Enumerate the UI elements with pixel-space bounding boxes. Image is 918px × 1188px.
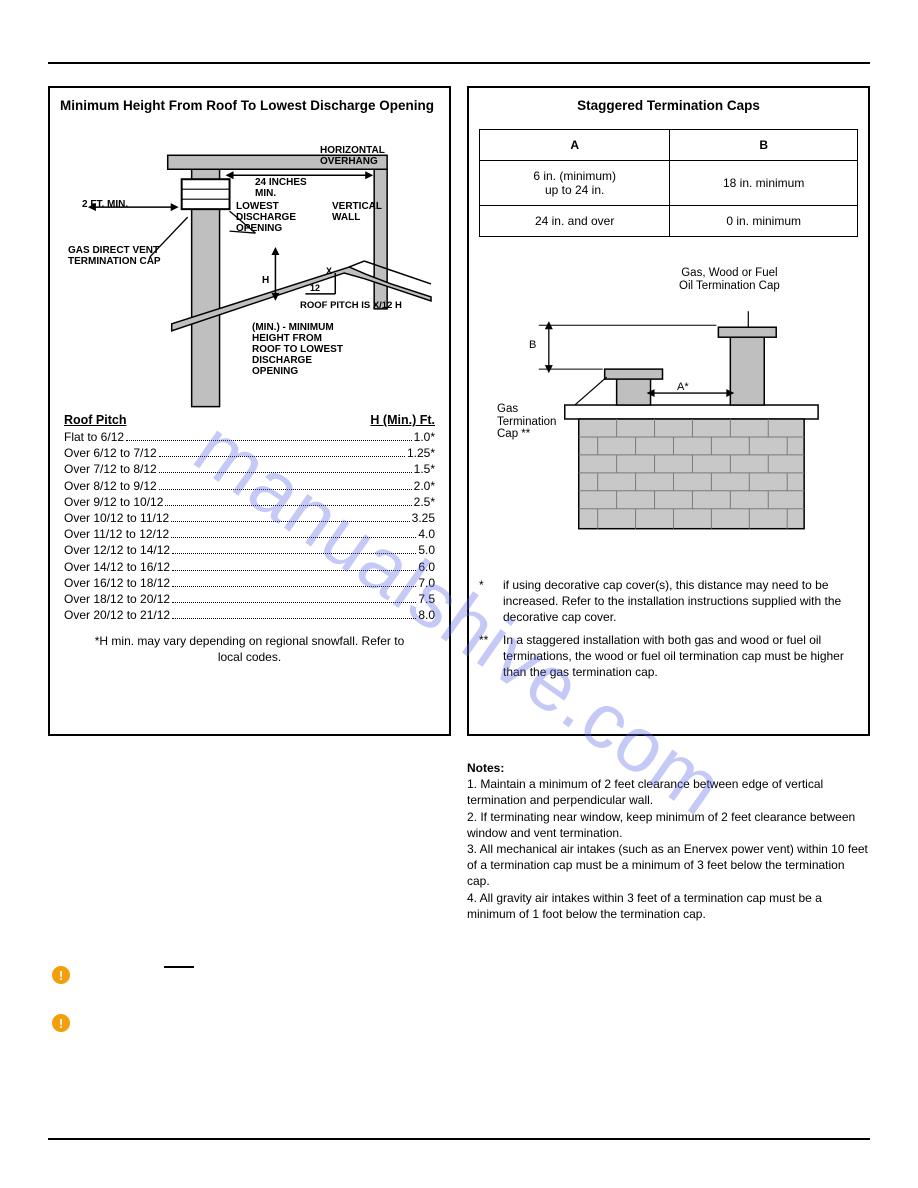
lbl-horiz-overhang: HORIZONTALOVERHANG <box>320 145 385 167</box>
lbl-minheight: (MIN.) - MINIMUMHEIGHT FROMROOF TO LOWES… <box>252 322 343 377</box>
left-column: Minimum Height From Roof To Lowest Disch… <box>48 86 451 922</box>
lbl-pitchformula: ROOF PITCH IS X/12 H <box>300 301 402 311</box>
pitch-row: Over 8/12 to 9/12 2.0* <box>64 478 435 494</box>
notes-list: 1. Maintain a minimum of 2 feet clearanc… <box>467 776 870 922</box>
min-height-title: Minimum Height From Roof To Lowest Disch… <box>60 96 439 119</box>
page-top-rule <box>48 62 870 64</box>
pitch-label: Over 10/12 to 11/12 <box>64 510 169 526</box>
pitch-label: Over 11/12 to 12/12 <box>64 526 169 542</box>
snowfall-note: *H min. may vary depending on regional s… <box>60 633 439 665</box>
table-row: 24 in. and over0 in. minimum <box>480 206 858 237</box>
pitch-row: Over 9/12 to 10/12 2.5* <box>64 494 435 510</box>
lbl-x: X <box>326 267 332 277</box>
pitch-value: 6.0 <box>418 559 435 575</box>
pitch-label: Flat to 6/12 <box>64 429 124 445</box>
staggered-diagram: Gas, Wood or FuelOil Termination Cap Gas… <box>479 265 858 565</box>
note-item: 3. All mechanical air intakes (such as a… <box>467 841 870 890</box>
pitch-row: Over 14/12 to 16/12 6.0 <box>64 559 435 575</box>
pitch-value: 1.0* <box>414 429 435 445</box>
h-col-label: H (Min.) Ft. <box>370 413 435 427</box>
lbl-24in: 24 INCHESMIN. <box>255 177 307 199</box>
footnote-mark: * <box>479 577 495 626</box>
lbl-right-cap: Gas, Wood or FuelOil Termination Cap <box>679 267 780 292</box>
table-cell: 24 in. and over <box>480 206 670 237</box>
note-item: 1. Maintain a minimum of 2 feet clearanc… <box>467 776 870 808</box>
col-b-header: B <box>670 130 858 161</box>
lbl-h: H <box>262 275 269 286</box>
pitch-label: Over 8/12 to 9/12 <box>64 478 157 494</box>
pitch-label: Over 16/12 to 18/12 <box>64 575 170 591</box>
table-cell: 6 in. (minimum)up to 24 in. <box>480 161 670 206</box>
pitch-row: Over 12/12 to 14/12 5.0 <box>64 542 435 558</box>
pitch-value: 1.25* <box>407 445 435 461</box>
pitch-label: Over 7/12 to 8/12 <box>64 461 157 477</box>
pitch-label: Over 9/12 to 10/12 <box>64 494 163 510</box>
lbl-a: A* <box>677 381 689 393</box>
min-height-panel: Minimum Height From Roof To Lowest Disch… <box>48 86 451 736</box>
lbl-2ft: 2 FT. MIN. <box>82 199 128 210</box>
pitch-row: Over 16/12 to 18/12 7.0 <box>64 575 435 591</box>
pitch-table-header: Roof Pitch H (Min.) Ft. <box>60 413 439 427</box>
footnote: **In a staggered installation with both … <box>479 632 858 681</box>
notes-block: Notes: 1. Maintain a minimum of 2 feet c… <box>467 760 870 922</box>
staggered-panel: Staggered Termination Caps A B 6 in. (mi… <box>467 86 870 736</box>
footnote-mark: ** <box>479 632 495 681</box>
pitch-row: Over 11/12 to 12/12 4.0 <box>64 526 435 542</box>
pitch-value: 2.5* <box>414 494 435 510</box>
note-item: 4. All gravity air intakes within 3 feet… <box>467 890 870 922</box>
table-cell: 18 in. minimum <box>670 161 858 206</box>
staggered-title: Staggered Termination Caps <box>479 96 858 119</box>
roof-diagram: HORIZONTALOVERHANG 24 INCHESMIN. 2 FT. M… <box>60 119 439 409</box>
pitch-value: 4.0 <box>418 526 435 542</box>
pitch-row: Over 7/12 to 8/12 1.5* <box>64 461 435 477</box>
underline-stub <box>164 966 194 968</box>
pitch-value: 7.5 <box>418 591 435 607</box>
footnote: *if using decorative cap cover(s), this … <box>479 577 858 626</box>
pitch-value: 2.0* <box>414 478 435 494</box>
pitch-row: Over 6/12 to 7/12 1.25* <box>64 445 435 461</box>
pitch-row: Over 20/12 to 21/12 8.0 <box>64 607 435 623</box>
notes-header: Notes: <box>467 760 870 776</box>
pitch-label: Over 14/12 to 16/12 <box>64 559 170 575</box>
pitch-value: 7.0 <box>418 575 435 591</box>
pitch-row: Flat to 6/12 1.0* <box>64 429 435 445</box>
pitch-label: Over 20/12 to 21/12 <box>64 607 170 623</box>
lbl-12: 12 <box>310 284 320 294</box>
pitch-table-body: Flat to 6/121.0*Over 6/12 to 7/121.25*Ov… <box>60 429 439 623</box>
warning-icon: ! <box>52 1014 70 1032</box>
footnotes-block: *if using decorative cap cover(s), this … <box>479 577 858 680</box>
pitch-value: 5.0 <box>418 542 435 558</box>
pitch-label: Over 6/12 to 7/12 <box>64 445 157 461</box>
note-item: 2. If terminating near window, keep mini… <box>467 809 870 841</box>
pitch-col-label: Roof Pitch <box>64 413 127 427</box>
pitch-value: 1.5* <box>414 461 435 477</box>
pitch-label: Over 18/12 to 20/12 <box>64 591 170 607</box>
pitch-row: Over 18/12 to 20/12 7.5 <box>64 591 435 607</box>
table-row: 6 in. (minimum)up to 24 in.18 in. minimu… <box>480 161 858 206</box>
page-bottom-rule <box>48 1138 870 1140</box>
footnote-text: In a staggered installation with both ga… <box>503 632 858 681</box>
lbl-vwall: VERTICALWALL <box>332 201 382 223</box>
right-column: Staggered Termination Caps A B 6 in. (mi… <box>467 86 870 922</box>
table-cell: 0 in. minimum <box>670 206 858 237</box>
pitch-value: 8.0 <box>418 607 435 623</box>
lbl-gasvent: GAS DIRECT VENTTERMINATION CAP <box>68 245 161 267</box>
pitch-value: 3.25 <box>412 510 435 526</box>
footnote-text: if using decorative cap cover(s), this d… <box>503 577 858 626</box>
pitch-row: Over 10/12 to 11/12 3.25 <box>64 510 435 526</box>
lbl-b: B <box>529 339 536 351</box>
staggered-table: A B 6 in. (minimum)up to 24 in.18 in. mi… <box>479 129 858 237</box>
lbl-gas-cap: GasTerminationCap ** <box>497 403 556 441</box>
warning-icon: ! <box>52 966 70 984</box>
col-a-header: A <box>480 130 670 161</box>
pitch-label: Over 12/12 to 14/12 <box>64 542 170 558</box>
lbl-lowest: LOWESTDISCHARGEOPENING <box>236 201 296 234</box>
